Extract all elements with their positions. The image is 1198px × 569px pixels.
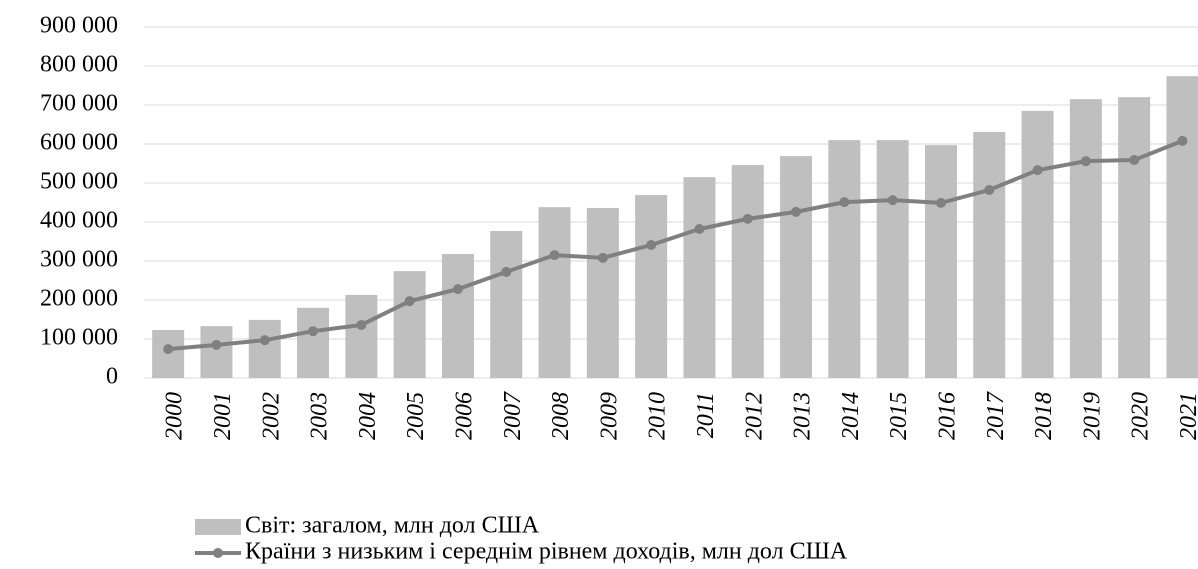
marker: [984, 185, 995, 196]
marker: [308, 326, 319, 337]
legend-marker: [213, 548, 223, 558]
marker: [791, 206, 802, 217]
x-tick-label: 2018: [1031, 392, 1057, 440]
marker: [356, 319, 367, 330]
marker: [646, 240, 657, 251]
bar: [780, 156, 813, 378]
y-tick-label: 200 000: [40, 286, 118, 312]
y-tick-label: 800 000: [40, 52, 118, 78]
y-tick-label: 700 000: [40, 91, 118, 117]
marker: [163, 344, 174, 355]
x-tick-label: 2001: [210, 392, 236, 440]
x-tick-label: 2003: [307, 392, 333, 440]
x-tick-label: 2005: [403, 392, 429, 440]
x-tick-label: 2012: [741, 392, 767, 440]
marker: [597, 252, 608, 263]
bar: [248, 319, 281, 378]
marker: [211, 339, 222, 350]
x-tick-label: 2010: [645, 392, 671, 440]
x-tick-label: 2017: [983, 391, 1009, 440]
x-tick-label: 2021: [1176, 392, 1198, 440]
marker: [1177, 135, 1188, 146]
marker: [887, 195, 898, 206]
y-tick-label: 300 000: [40, 247, 118, 273]
marker: [1129, 154, 1140, 165]
x-tick-label: 2009: [596, 392, 622, 440]
x-tick-label: 2008: [548, 392, 574, 440]
bar: [828, 140, 861, 378]
x-tick-label: 2015: [886, 392, 912, 440]
bar: [1069, 99, 1102, 379]
bar: [200, 326, 233, 378]
bar: [924, 145, 957, 378]
bar: [538, 207, 571, 378]
marker: [694, 224, 705, 235]
marker: [742, 213, 753, 224]
x-tick-label: 2014: [838, 392, 864, 440]
x-tick-label: 2013: [790, 392, 816, 440]
marker: [404, 296, 415, 307]
bar: [441, 253, 474, 378]
y-tick-label: 400 000: [40, 208, 118, 234]
bar: [586, 207, 619, 378]
bar: [635, 195, 668, 378]
x-tick-label: 2007: [500, 391, 526, 440]
bar: [345, 294, 378, 378]
bar: [1021, 110, 1054, 378]
bar: [297, 307, 330, 378]
line: [167, 139, 1184, 352]
marker: [839, 197, 850, 208]
legend-label: Світ: загалом, млн дол США: [245, 513, 540, 539]
y-tick-label: 600 000: [40, 130, 118, 156]
x-tick-label: 2004: [355, 392, 381, 440]
marker: [1080, 156, 1091, 167]
bar: [393, 271, 426, 378]
bar: [1118, 97, 1151, 378]
y-tick-label: 900 000: [40, 13, 118, 39]
legend-swatch: [195, 519, 241, 535]
bar: [876, 140, 909, 378]
bar: [973, 131, 1006, 378]
bar: [683, 177, 716, 378]
x-tick-label: 2020: [1128, 392, 1154, 440]
marker: [259, 335, 270, 346]
marker: [501, 266, 512, 277]
bar: [731, 165, 764, 378]
y-tick-label: 0: [106, 364, 118, 390]
legend-label: Країни з низьким і середнім рівнем доход…: [245, 539, 848, 565]
marker: [549, 250, 560, 261]
marker: [1032, 165, 1043, 176]
marker: [935, 197, 946, 208]
y-tick-label: 500 000: [40, 169, 118, 195]
marker: [452, 284, 463, 295]
x-tick-label: 2000: [162, 392, 188, 440]
bar: [1166, 76, 1198, 378]
x-tick-label: 2002: [258, 392, 284, 440]
x-tick-label: 2016: [934, 392, 960, 440]
bar: [490, 230, 523, 378]
x-tick-label: 2011: [693, 392, 719, 438]
x-tick-label: 2006: [451, 392, 477, 440]
x-tick-label: 2019: [1079, 392, 1105, 440]
y-tick-label: 100 000: [40, 325, 118, 351]
